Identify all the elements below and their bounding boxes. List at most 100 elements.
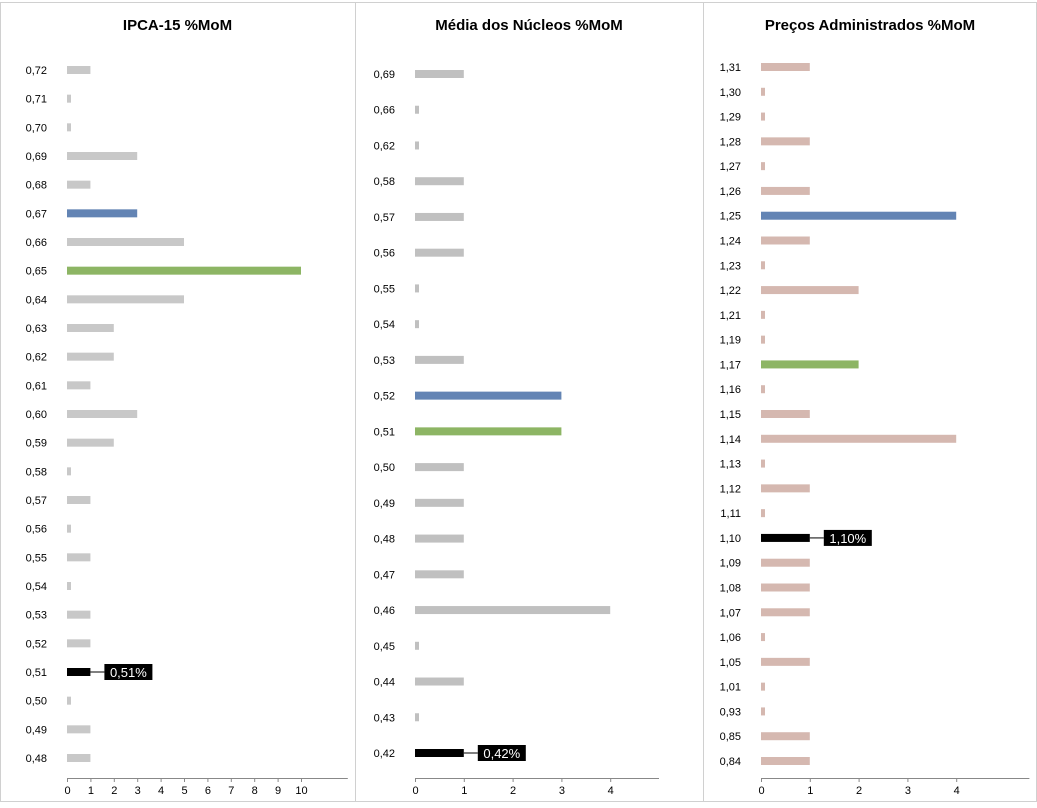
x-tick-label: 1	[461, 785, 467, 797]
bar	[67, 553, 91, 562]
category-label: 1,26	[720, 186, 741, 198]
bar	[761, 732, 810, 741]
annotation-box	[477, 745, 526, 761]
annotation-label: 0,51%	[110, 665, 147, 680]
annotation-box	[104, 664, 153, 680]
category-label: 0,53	[374, 355, 395, 367]
bar	[761, 533, 810, 542]
category-label: 0,72	[26, 65, 47, 77]
category-label: 1,11	[720, 508, 741, 520]
category-label: 0,56	[374, 248, 395, 260]
x-tick-label: 4	[608, 785, 614, 797]
category-label: 1,14	[720, 434, 741, 446]
bar	[415, 534, 464, 543]
category-label: 0,42	[374, 748, 395, 760]
category-label: 0,60	[26, 409, 47, 421]
bar	[415, 427, 562, 436]
x-tick-label: 5	[181, 785, 187, 797]
category-label: 1,08	[720, 583, 741, 595]
bar	[415, 570, 464, 579]
bar	[67, 754, 91, 762]
category-label: 1,07	[720, 607, 741, 619]
bar	[415, 248, 464, 257]
category-label: 1,01	[720, 682, 741, 694]
category-label: 0,51	[26, 667, 47, 679]
bar	[761, 87, 765, 96]
bar	[67, 66, 91, 74]
category-label: 0,69	[26, 151, 47, 163]
category-label: 0,51	[374, 426, 395, 438]
category-label: 0,84	[720, 756, 741, 768]
bar	[67, 352, 114, 361]
bar	[415, 749, 464, 757]
bar	[415, 141, 419, 150]
category-label: 0,63	[26, 323, 47, 335]
bar	[761, 657, 810, 666]
x-tick-label: 1	[807, 785, 813, 797]
category-label: 0,71	[26, 94, 47, 106]
category-label: 0,58	[26, 466, 47, 478]
bar	[761, 335, 765, 344]
category-label: 1,05	[720, 657, 741, 669]
category-label: 1,12	[720, 483, 741, 495]
x-tick-label: 7	[228, 785, 234, 797]
category-label: 0,52	[26, 638, 47, 650]
x-tick-label: 0	[758, 785, 764, 797]
x-tick-label: 9	[275, 785, 281, 797]
category-label: 0,55	[26, 552, 47, 564]
category-label: 0,43	[374, 712, 395, 724]
category-label: 0,46	[374, 605, 395, 617]
category-label: 0,69	[374, 69, 395, 81]
category-label: 0,62	[374, 140, 395, 152]
category-label: 0,93	[720, 706, 741, 718]
bar	[67, 668, 91, 676]
bar	[67, 238, 184, 246]
x-tick-label: 6	[205, 785, 211, 797]
category-label: 0,49	[374, 498, 395, 510]
bar	[761, 707, 765, 716]
bar	[415, 177, 464, 186]
bar	[415, 463, 464, 472]
x-tick-label: 10	[295, 785, 307, 797]
category-label: 0,54	[26, 581, 47, 593]
bar	[415, 606, 611, 615]
chart-panel-2: Média dos Núcleos %MoM 0 1 2 3 4 0,42 0,43 0,44 0…	[374, 2, 704, 801]
bar	[67, 324, 114, 332]
bar	[761, 410, 810, 418]
bar	[67, 152, 138, 160]
category-label: 0,55	[374, 283, 395, 295]
category-label: 0,45	[374, 641, 395, 653]
category-label: 1,06	[720, 632, 741, 644]
chart-title: IPCA-15 %MoM	[123, 17, 232, 34]
bar	[67, 266, 301, 275]
bar	[415, 212, 464, 221]
annotation-label: 0,42%	[483, 746, 520, 761]
category-label: 0,65	[26, 266, 47, 278]
x-tick-label: 0	[412, 785, 418, 797]
category-label: 1,27	[720, 161, 741, 173]
bar	[761, 137, 810, 146]
chart-title: Preços Administrados %MoM	[765, 17, 975, 34]
category-label: 0,58	[374, 176, 395, 188]
bar	[67, 610, 91, 619]
bar	[67, 696, 71, 705]
category-label: 1,28	[720, 136, 741, 148]
bar	[415, 677, 464, 686]
category-label: 1,19	[720, 335, 741, 347]
bar	[415, 391, 562, 400]
category-label: 1,23	[720, 260, 741, 272]
annotation-label: 1,10%	[829, 531, 866, 546]
category-label: 1,30	[720, 87, 741, 99]
bar	[415, 70, 464, 78]
bar	[415, 641, 419, 650]
bar	[415, 713, 419, 722]
bar	[761, 236, 810, 245]
category-label: 0,54	[374, 319, 395, 331]
bar	[67, 524, 71, 533]
bar	[67, 94, 71, 103]
bar	[761, 186, 810, 195]
bar	[67, 496, 91, 504]
category-label: 0,50	[374, 462, 395, 474]
bar	[761, 162, 765, 171]
category-label: 0,61	[26, 380, 47, 392]
